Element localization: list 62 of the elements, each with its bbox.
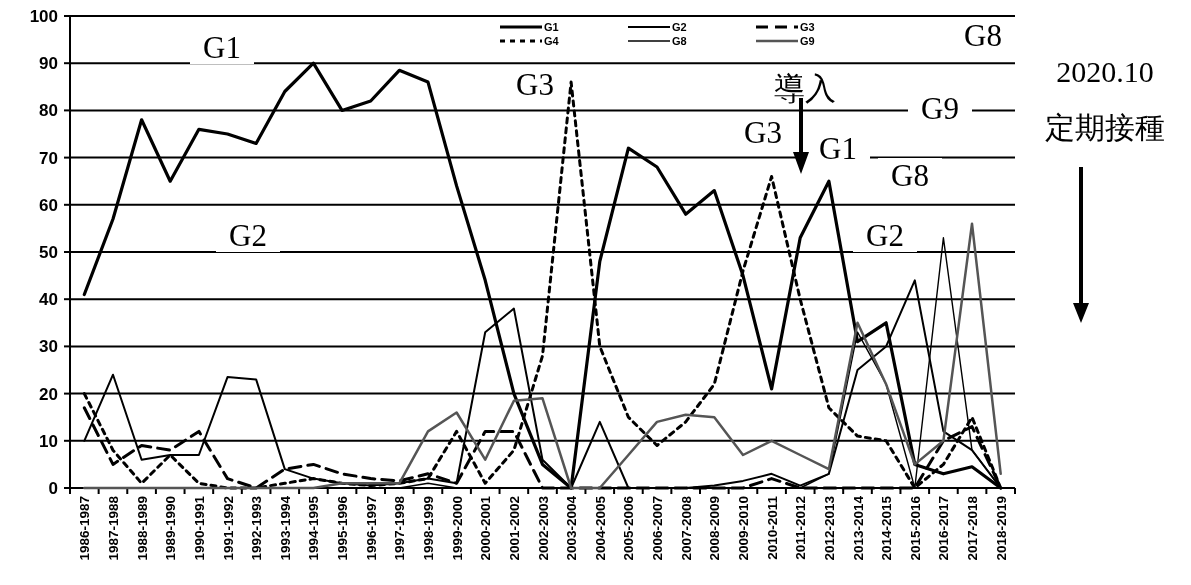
x-tick-label: 2007-2008 (678, 495, 694, 561)
x-tick-label: 2018-2019 (993, 496, 1009, 561)
x-tick-label: 2016-2017 (936, 496, 952, 561)
legend-label: G9 (800, 35, 815, 47)
x-tick-label: 2000-2001 (478, 495, 494, 561)
x-tick-label: 2011-2012 (793, 496, 809, 560)
x-tick-label: 1998-1999 (420, 496, 436, 561)
x-tick-label: 2015-2016 (907, 495, 923, 561)
y-tick-label: 80 (39, 101, 58, 121)
x-tick-label: 2012-2013 (821, 495, 837, 561)
annotation: G8 (891, 158, 929, 193)
x-tick-label: 2006-2007 (650, 496, 666, 561)
y-tick-label: 90 (39, 54, 58, 74)
x-tick-label: 1988-1989 (134, 496, 150, 561)
x-tick-label: 1995-1996 (335, 495, 351, 561)
y-tick-label: 40 (39, 290, 58, 310)
y-tick-label: 100 (29, 7, 58, 26)
y-tick-label: 20 (39, 384, 58, 404)
annotation: G9 (921, 91, 959, 126)
legend-label: G2 (672, 21, 687, 33)
legend-label: G1 (544, 21, 559, 33)
x-tick-label: 2013-2014 (850, 495, 866, 561)
x-tick-label: 2008-2009 (707, 496, 723, 561)
x-tick-label: 2002-2003 (535, 495, 551, 561)
annotation: G2 (229, 218, 267, 253)
legend-label: G8 (672, 35, 687, 47)
annotation: G8 (964, 18, 1002, 53)
x-tick-label: 1992-1993 (249, 495, 265, 561)
x-tick-label: 1997-1998 (392, 495, 408, 561)
x-tick-label: 1991-1992 (220, 496, 236, 561)
annotation: G1 (819, 131, 857, 166)
x-tick-label: 2004-2005 (592, 495, 608, 561)
x-tick-label: 1993-1994 (277, 495, 293, 561)
annotation: G3 (744, 115, 782, 150)
x-tick-label: 2009-2010 (735, 496, 751, 561)
x-tick-label: 1994-1995 (306, 495, 322, 561)
x-tick-label: 2014-2015 (879, 495, 895, 561)
x-tick-label: 2005-2006 (621, 495, 637, 561)
x-tick-label: 2003-2004 (564, 495, 580, 561)
y-tick-label: 70 (39, 148, 58, 168)
annotation: G3 (516, 67, 554, 102)
x-tick-label: 1986-1987 (77, 496, 93, 561)
x-tick-label: 1990-1991 (191, 495, 207, 561)
x-tick-label: 1999-2000 (449, 496, 465, 561)
x-tick-label: 2010-2011 (764, 495, 780, 560)
text: 2020.10 (1056, 55, 1154, 88)
x-tick-label: 1996-1997 (363, 496, 379, 561)
annotation: 導入 (774, 71, 836, 106)
x-tick-label: 1987-1988 (105, 495, 121, 561)
y-tick-label: 10 (39, 431, 58, 451)
annotation: G2 (866, 218, 904, 253)
y-tick-label: 0 (48, 479, 58, 498)
text: 定期接種 (1045, 111, 1165, 144)
y-tick-label: 30 (39, 337, 58, 357)
y-tick-label: 60 (39, 195, 58, 215)
legend-label: G3 (800, 21, 815, 33)
annotation: G1 (203, 30, 241, 65)
legend-label: G4 (544, 35, 560, 47)
x-tick-label: 1989-1990 (163, 496, 179, 561)
y-tick-label: 50 (39, 243, 58, 262)
x-tick-label: 2001-2002 (506, 496, 522, 561)
x-tick-label: 2017-2018 (965, 495, 981, 561)
